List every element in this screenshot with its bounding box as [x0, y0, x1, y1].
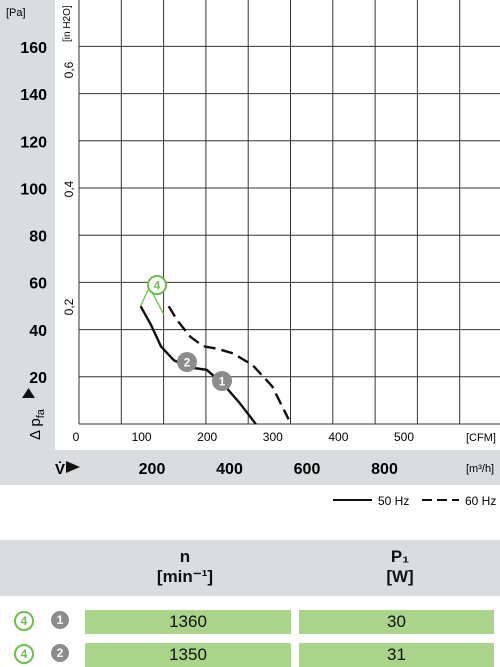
table-header: n [min⁻¹] P₁ [W] — [0, 540, 500, 596]
marker-leader — [139, 289, 149, 307]
curve-marker — [177, 352, 197, 372]
x-m3h-tick-label: 200 — [139, 461, 166, 478]
col-n-name: n — [179, 547, 191, 566]
y-tick-label: 80 — [29, 229, 47, 246]
y-inner-unit-label: [in H2O] — [62, 5, 73, 42]
curve-50hz — [139, 305, 257, 425]
speed-value: 1360 — [85, 610, 291, 634]
curve-badge-green: 4 — [14, 644, 34, 664]
y-tick-label: 120 — [20, 134, 47, 151]
legend-label: 50 Hz — [378, 494, 409, 508]
col-p-header: P₁ [W] — [330, 547, 470, 587]
y-tick-label: 20 — [29, 370, 47, 387]
x-cfm-tick-label: 500 — [394, 430, 414, 444]
y-axis-label: Δ pfa — [27, 408, 47, 440]
curve-badge-grey: 1 — [51, 611, 69, 629]
y-axis-arrow — [22, 388, 35, 398]
x-m3h-tick-label: 800 — [371, 461, 398, 478]
curve-badge-green: 4 — [14, 611, 34, 631]
curve-60hz — [167, 305, 290, 420]
y-axis-label-main: Δ p — [27, 418, 44, 440]
x-m3h-tick-label: 600 — [294, 461, 321, 478]
x-m3h-tick-label: 400 — [216, 461, 243, 478]
y-tick-label: 160 — [20, 40, 47, 57]
speed-value: 1350 — [85, 643, 291, 667]
x-axis-label: V̇ — [55, 461, 65, 478]
x-cfm-tick-label: 400 — [328, 430, 348, 444]
m3h-axis-panel — [55, 450, 500, 485]
curve-marker-label: 4 — [154, 279, 161, 293]
col-n-unit: [min⁻¹] — [156, 567, 214, 586]
x-cfm-unit-label: [CFM] — [466, 432, 496, 444]
curve-marker — [147, 275, 167, 295]
x-m3h-unit-label: [m³/h] — [466, 463, 494, 475]
power-value: 31 — [299, 643, 494, 667]
table-row: 4 2 1350 31 — [0, 643, 500, 667]
curve-marker-label: 1 — [219, 375, 226, 389]
col-n-header: n [min⁻¹] — [110, 547, 260, 587]
col-p-unit: [W] — [386, 567, 414, 586]
y-axis-label-sub: fa — [35, 408, 47, 418]
legend-label: 60 Hz — [465, 494, 496, 508]
x-cfm-tick-label: 100 — [132, 430, 152, 444]
table-row: 4 1 1360 30 — [0, 610, 500, 634]
y-unit-label: [Pa] — [6, 7, 26, 19]
y-inner-tick-label: 0,2 — [62, 298, 76, 315]
y-inner-tick-label: 0,4 — [62, 180, 76, 197]
x-cfm-tick-label: 0 — [73, 430, 80, 444]
x-cfm-tick-label: 300 — [263, 430, 283, 444]
y-tick-label: 60 — [29, 276, 47, 293]
left-axis-panel — [0, 0, 55, 485]
y-tick-label: 140 — [20, 87, 47, 104]
col-p-name: P₁ — [390, 547, 410, 566]
grid — [78, 0, 500, 425]
marker-leader — [151, 291, 165, 315]
curve-marker — [212, 371, 232, 391]
cfm-axis-panel — [55, 424, 500, 448]
x-axis-arrow — [66, 461, 80, 473]
y-tick-label: 40 — [29, 323, 47, 340]
power-value: 30 — [299, 610, 494, 634]
curves: 4 2 1 — [139, 275, 290, 425]
x-cfm-tick-label: 200 — [197, 430, 217, 444]
legend: 50 Hz 60 Hz — [333, 494, 496, 508]
curve-badge-grey: 2 — [51, 644, 69, 662]
y-tick-label: 100 — [20, 181, 47, 198]
y-inner-tick-label: 0,6 — [62, 61, 76, 78]
curve-marker-label: 2 — [184, 356, 191, 370]
